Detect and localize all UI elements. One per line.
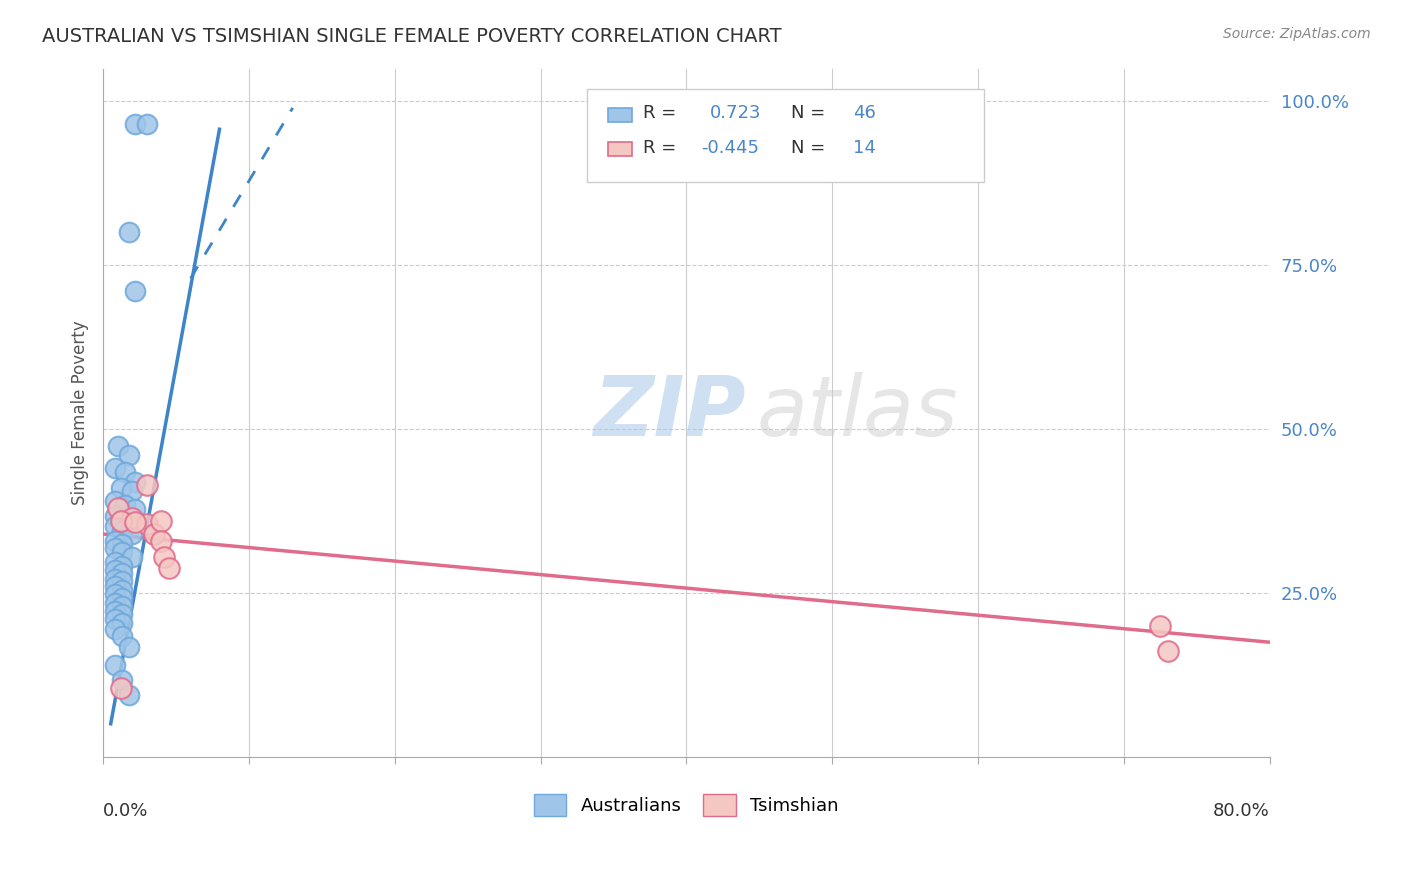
Legend: Australians, Tsimshian: Australians, Tsimshian — [527, 787, 846, 823]
Text: 14: 14 — [853, 138, 876, 157]
Point — [104, 494, 127, 508]
Point — [111, 537, 134, 551]
Point — [135, 517, 157, 532]
Text: Source: ZipAtlas.com: Source: ZipAtlas.com — [1223, 27, 1371, 41]
Point — [150, 533, 173, 548]
Point — [104, 612, 127, 626]
Text: N =: N = — [792, 138, 831, 157]
Point — [107, 500, 129, 515]
Point — [111, 591, 134, 606]
Point — [111, 524, 134, 538]
Point — [150, 514, 173, 528]
Point — [111, 615, 134, 630]
Point — [124, 502, 146, 516]
Point — [114, 514, 136, 528]
Text: R =: R = — [644, 138, 682, 157]
Point — [107, 438, 129, 452]
Point — [104, 508, 127, 523]
Text: atlas: atlas — [756, 372, 957, 453]
Point — [121, 510, 143, 524]
FancyBboxPatch shape — [609, 108, 631, 121]
Point — [104, 579, 127, 593]
Point — [104, 596, 127, 610]
Point — [104, 461, 127, 475]
Point — [111, 574, 134, 589]
Point — [124, 117, 146, 131]
Point — [135, 478, 157, 492]
Point — [124, 515, 146, 529]
Text: 0.0%: 0.0% — [103, 802, 149, 820]
Point — [104, 622, 127, 636]
Point — [104, 519, 127, 533]
Point — [111, 629, 134, 643]
Point — [110, 681, 132, 695]
Text: -0.445: -0.445 — [702, 138, 759, 157]
Point — [104, 541, 127, 556]
Point — [111, 607, 134, 621]
FancyBboxPatch shape — [609, 142, 631, 156]
Point — [104, 572, 127, 586]
Point — [104, 658, 127, 673]
Point — [121, 484, 143, 499]
Point — [111, 545, 134, 559]
Point — [153, 549, 176, 564]
Text: ZIP: ZIP — [593, 372, 745, 453]
Text: AUSTRALIAN VS TSIMSHIAN SINGLE FEMALE POVERTY CORRELATION CHART: AUSTRALIAN VS TSIMSHIAN SINGLE FEMALE PO… — [42, 27, 782, 45]
Text: R =: R = — [644, 104, 682, 122]
Point — [104, 563, 127, 577]
Point — [110, 514, 132, 528]
Text: 0.723: 0.723 — [710, 104, 761, 122]
Point — [121, 549, 143, 564]
Point — [1156, 644, 1178, 658]
Point — [124, 475, 146, 489]
Point — [104, 533, 127, 548]
Point — [1149, 619, 1171, 633]
Point — [118, 688, 141, 702]
Point — [118, 226, 141, 240]
Point — [111, 558, 134, 573]
Point — [143, 527, 166, 541]
Point — [121, 527, 143, 541]
Point — [114, 498, 136, 512]
Point — [111, 582, 134, 597]
Point — [111, 566, 134, 581]
Point — [114, 465, 136, 479]
Point — [110, 481, 132, 495]
Point — [118, 640, 141, 654]
Point — [118, 448, 141, 462]
FancyBboxPatch shape — [588, 89, 984, 182]
Point — [104, 555, 127, 569]
Text: N =: N = — [792, 104, 831, 122]
Point — [111, 673, 134, 687]
Point — [157, 561, 180, 575]
Y-axis label: Single Female Poverty: Single Female Poverty — [72, 320, 89, 505]
Point — [111, 599, 134, 614]
Point — [104, 604, 127, 618]
Point — [135, 117, 157, 131]
Text: 80.0%: 80.0% — [1213, 802, 1270, 820]
Point — [124, 285, 146, 299]
Text: 46: 46 — [853, 104, 876, 122]
Point — [104, 587, 127, 601]
